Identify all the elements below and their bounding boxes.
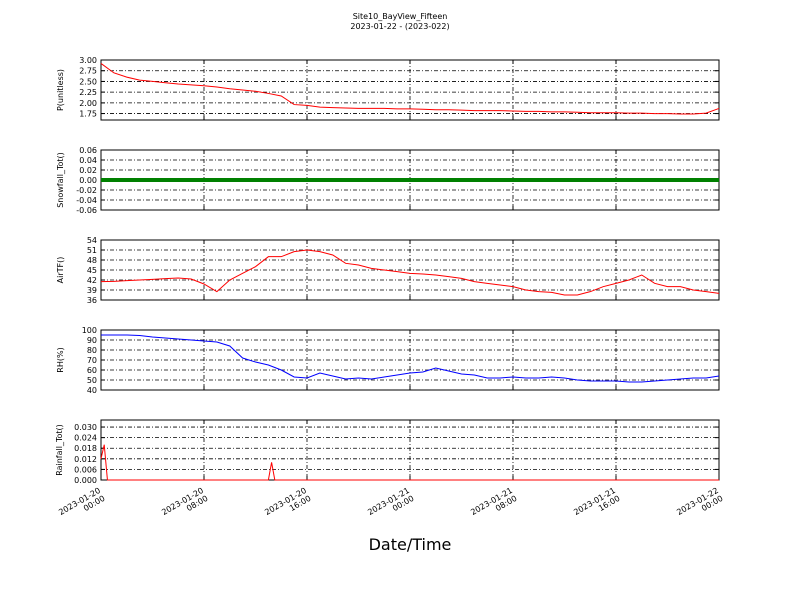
data-line <box>100 444 719 481</box>
chart-subtitle: 2023-01-22 - (2023-022) <box>350 22 449 31</box>
plot-frame <box>100 329 720 391</box>
data-line <box>100 249 720 296</box>
y-tick-label: 50 <box>87 376 97 385</box>
y-tick-label: -0.06 <box>76 206 97 215</box>
y-tick-label: -0.04 <box>76 196 97 205</box>
y-axis-label: RH(%) <box>56 347 65 372</box>
x-axis-label: Date/Time <box>369 535 452 554</box>
y-axis-label: AirTF() <box>56 257 65 284</box>
data-line <box>100 63 720 115</box>
y-tick-label: 45 <box>87 266 97 275</box>
y-tick-label: 0.000 <box>74 476 97 485</box>
y-tick-label: 2.50 <box>79 77 97 86</box>
y-tick-label: 42 <box>87 276 97 285</box>
y-tick-label: 1.75 <box>79 110 97 119</box>
y-tick-label: 0.06 <box>79 146 97 155</box>
plot-frame <box>100 239 720 301</box>
y-axis-label: Rainfall_Tot() <box>55 424 64 476</box>
y-tick-label: 39 <box>87 286 97 295</box>
data-line <box>101 334 720 383</box>
y-tick-label: 0.030 <box>74 423 97 432</box>
y-tick-label: -0.02 <box>76 186 97 195</box>
y-tick-label: 60 <box>87 366 97 375</box>
y-tick-label: 3.00 <box>79 56 97 65</box>
y-tick-label: 54 <box>87 236 97 245</box>
y-tick-label: 36 <box>87 296 97 305</box>
y-tick-label: 90 <box>87 336 97 345</box>
y-tick-label: 0.04 <box>79 156 97 165</box>
y-tick-label: 2.75 <box>79 67 97 76</box>
y-tick-label: 51 <box>87 246 97 255</box>
y-tick-label: 40 <box>87 386 97 395</box>
y-tick-label: 0.00 <box>79 176 97 185</box>
y-tick-label: 70 <box>87 356 97 365</box>
y-tick-label: 0.024 <box>74 434 97 443</box>
y-tick-label: 2.25 <box>79 88 97 97</box>
y-tick-label: 100 <box>82 326 97 335</box>
y-tick-label: 0.012 <box>74 455 97 464</box>
y-tick-label: 0.018 <box>74 444 97 453</box>
y-axis-label: Snowfall_Tot() <box>56 152 65 208</box>
y-tick-label: 48 <box>87 256 97 265</box>
y-axis-label: P(unitless) <box>56 69 65 111</box>
y-tick-label: 2.00 <box>79 99 97 108</box>
plot-frame <box>100 59 720 121</box>
y-tick-label: 0.006 <box>74 465 97 474</box>
chart-title: Site10_BayView_Fifteen <box>353 12 448 21</box>
y-tick-label: 80 <box>87 346 97 355</box>
y-tick-label: 0.02 <box>79 166 97 175</box>
